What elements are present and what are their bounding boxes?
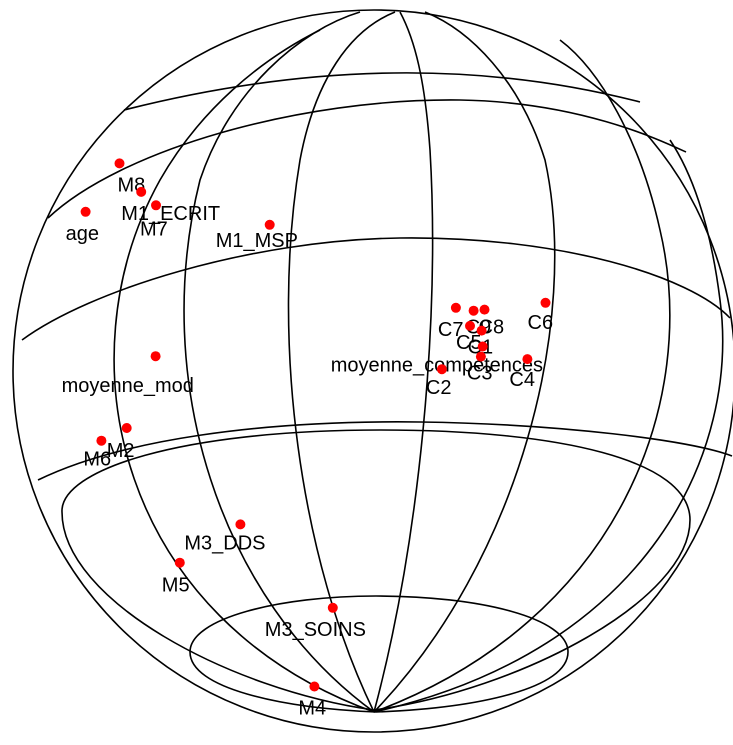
latitude-ring-2 — [47, 99, 687, 219]
meridian-5 — [373, 11, 556, 713]
sphere-outline — [12, 9, 733, 733]
meridian-1 — [113, 29, 375, 713]
point-marker — [235, 519, 246, 530]
point-label: moyenne_competences — [331, 355, 543, 377]
point-label: M6 — [83, 449, 111, 471]
sphere-grid — [12, 9, 733, 733]
point-label: M2 — [107, 440, 135, 462]
point-marker — [264, 219, 275, 230]
point-label: M1_ECRIT — [121, 203, 220, 225]
point-label: C6 — [528, 312, 554, 334]
point-label: C2 — [426, 377, 452, 399]
meridian-7 — [373, 139, 724, 713]
point-marker — [465, 320, 475, 331]
point-label: C5 — [456, 332, 482, 354]
point-marker — [436, 364, 447, 375]
point-marker — [150, 351, 161, 362]
latitude-ring-6 — [189, 595, 569, 713]
point-marker — [540, 297, 551, 308]
point-marker — [80, 206, 91, 217]
meridian-3 — [287, 11, 396, 713]
latitude-ring-4 — [37, 421, 733, 481]
point-marker — [468, 305, 479, 316]
point-label: M7 — [140, 218, 168, 240]
point-label: M4 — [298, 698, 326, 720]
point-marker — [450, 302, 461, 313]
point-marker — [479, 304, 490, 315]
point-label: M1_MSP — [216, 230, 298, 252]
point-marker — [475, 351, 486, 362]
latitude-ring-1 — [123, 72, 641, 111]
latitude-ring-5 — [61, 429, 691, 711]
point-marker — [476, 325, 487, 336]
point-marker — [136, 186, 147, 197]
meridian-6 — [373, 39, 671, 713]
point-marker — [96, 435, 107, 446]
point-label: M3_DDS — [184, 532, 265, 554]
point-label: M3_SOINS — [265, 619, 366, 641]
point-label: moyenne_mod — [62, 375, 194, 397]
point-marker — [174, 557, 185, 568]
meridian-4 — [373, 11, 434, 713]
point-marker — [327, 602, 338, 613]
points-layer: M8M1_ECRITM7ageM1_MSPC7C9C8C6C5C1moyenne… — [62, 158, 554, 720]
point-marker — [477, 341, 488, 352]
point-label: C7 — [438, 319, 464, 341]
point-label: C3 — [467, 363, 493, 385]
point-marker — [522, 354, 533, 365]
meridian-2 — [183, 11, 375, 713]
point-marker — [114, 158, 125, 169]
point-marker — [309, 681, 320, 692]
point-label: C4 — [509, 369, 535, 391]
point-label: M5 — [162, 575, 190, 597]
point-label: age — [66, 223, 99, 245]
point-marker — [121, 423, 132, 433]
point-marker — [151, 200, 161, 211]
latitude-ring-3 — [21, 237, 731, 341]
